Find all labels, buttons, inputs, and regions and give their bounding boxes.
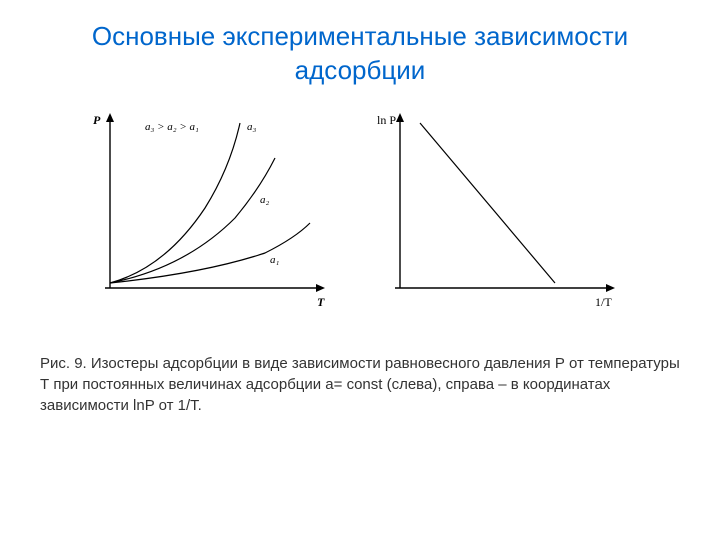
svg-text:P: P xyxy=(93,113,101,127)
charts-container: P Ta₃ > a₂ > a₁ a₃ a₂ a₁ ln P 1/T xyxy=(30,108,690,323)
figure-caption: Рис. 9. Изостеры адсорбции в виде зависи… xyxy=(40,353,680,416)
title-line-1: Основные экспериментальные зависимости xyxy=(92,21,628,51)
svg-text:T: T xyxy=(317,295,325,309)
svg-text:a₃: a₃ xyxy=(247,121,257,133)
svg-text:a₂: a₂ xyxy=(260,194,270,206)
page-title: Основные экспериментальные зависимости а… xyxy=(30,20,690,88)
svg-text:a₃ > a₂ > a₁: a₃ > a₂ > a₁ xyxy=(145,121,199,133)
right-chart: ln P 1/T xyxy=(375,108,635,323)
left-chart: P Ta₃ > a₂ > a₁ a₃ a₂ a₁ xyxy=(85,108,345,323)
svg-text:ln P: ln P xyxy=(377,113,396,127)
title-line-2: адсорбции xyxy=(295,55,426,85)
svg-text:a₁: a₁ xyxy=(270,254,280,266)
svg-text:1/T: 1/T xyxy=(595,295,612,309)
